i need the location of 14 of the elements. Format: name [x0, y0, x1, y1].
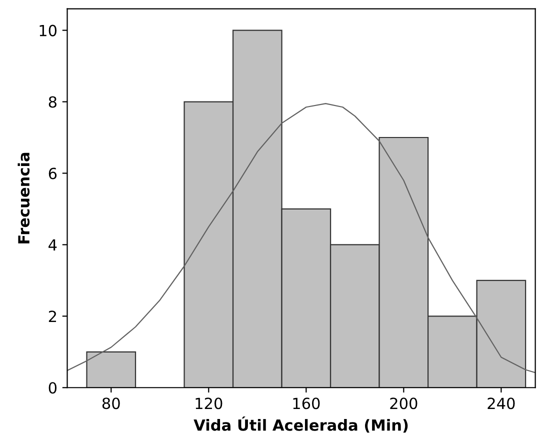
y-tick-label: 2 — [48, 310, 56, 322]
x-tick-label: 240 — [488, 398, 515, 410]
x-tick-label: 120 — [196, 398, 222, 410]
y-tick-label: 4 — [48, 239, 57, 250]
y-tick-label: 10 — [40, 24, 57, 36]
y-axis-title: Frecuencia — [18, 152, 30, 244]
y-tick-label: 0 — [48, 382, 57, 394]
line-series — [67, 102, 536, 374]
x-tick-label: 160 — [293, 398, 320, 410]
x-tick-label: 200 — [390, 398, 418, 410]
x-tick-label: 80 — [102, 398, 120, 410]
y-tick-label: 8 — [48, 96, 56, 108]
x-axis-title: Vida Útil Acelerada (Min) — [194, 416, 408, 433]
y-tick-label: 6 — [48, 168, 57, 180]
